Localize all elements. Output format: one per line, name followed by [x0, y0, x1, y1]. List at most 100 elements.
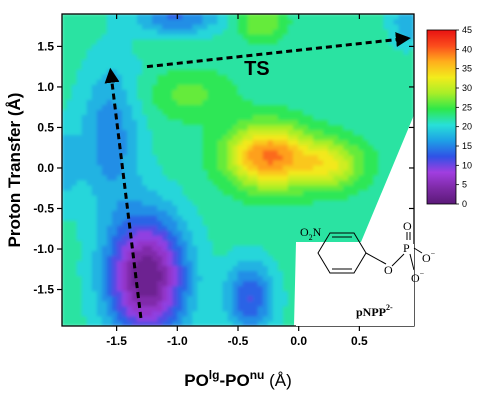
- heatmap-cell: [388, 79, 395, 85]
- heatmap-cell: [167, 23, 174, 30]
- heatmap-cell: [282, 94, 289, 100]
- heatmap-cell: [182, 184, 189, 191]
- heatmap-cell: [343, 14, 350, 20]
- heatmap-cell: [162, 245, 168, 251]
- heatmap-cell: [187, 63, 194, 70]
- heatmap-cell: [86, 14, 93, 20]
- heatmap-cell: [172, 99, 179, 105]
- heatmap-cell: [313, 53, 319, 60]
- heatmap-cell: [137, 149, 143, 156]
- heatmap-cell: [111, 119, 118, 126]
- heatmap-cell: [383, 129, 390, 136]
- heatmap-cell: [217, 300, 224, 307]
- heatmap-cell: [202, 219, 209, 226]
- heatmap-cell: [71, 38, 78, 45]
- heatmap-cell: [242, 265, 249, 272]
- heatmap-cell: [187, 275, 194, 282]
- heatmap-cell: [116, 73, 123, 80]
- heatmap-cell: [172, 139, 179, 146]
- heatmap-cell: [207, 179, 214, 186]
- heatmap-cell: [403, 48, 410, 55]
- heatmap-cell: [106, 124, 113, 131]
- heatmap-cell: [237, 23, 244, 30]
- heatmap-cell: [318, 144, 324, 151]
- heatmap-cell: [328, 219, 334, 226]
- heatmap-cell: [91, 149, 98, 156]
- heatmap-cell: [408, 38, 414, 45]
- heatmap-cell: [172, 310, 179, 317]
- heatmap-cell: [237, 209, 244, 216]
- heatmap-cell: [197, 250, 204, 256]
- heatmap-cell: [252, 229, 259, 236]
- heatmap-cell: [398, 124, 405, 131]
- heatmap-cell: [142, 209, 148, 216]
- heatmap-cell: [292, 73, 299, 80]
- heatmap-cell: [393, 119, 400, 126]
- heatmap-cell: [232, 73, 239, 80]
- heatmap-cell: [187, 240, 194, 246]
- heatmap-cell: [302, 53, 309, 60]
- heatmap-cell: [132, 315, 138, 322]
- heatmap-cell: [212, 129, 219, 136]
- heatmap-cell: [277, 129, 284, 136]
- heatmap-cell: [172, 290, 179, 297]
- heatmap-cell: [277, 204, 284, 211]
- heatmap-cell: [116, 235, 123, 241]
- heatmap-cell: [368, 119, 375, 126]
- heatmap-cell: [177, 144, 184, 151]
- heatmap-cell: [106, 184, 113, 191]
- heatmap-cell: [132, 14, 138, 20]
- heatmap-cell: [277, 144, 284, 151]
- heatmap-cell: [152, 204, 158, 211]
- heatmap-cell: [182, 250, 189, 256]
- heatmap-cell: [207, 139, 214, 146]
- heatmap-cell: [101, 245, 108, 251]
- nitro-group-label: O2N: [300, 225, 322, 242]
- heatmap-cell: [222, 104, 229, 111]
- heatmap-cell: [62, 174, 68, 181]
- heatmap-cell: [237, 28, 244, 35]
- heatmap-cell: [152, 58, 158, 65]
- heatmap-cell: [368, 104, 375, 111]
- heatmap-cell: [197, 275, 204, 282]
- atom-p: P: [403, 241, 410, 255]
- heatmap-cell: [282, 204, 289, 211]
- heatmap-cell: [167, 14, 174, 20]
- heatmap-cell: [101, 63, 108, 70]
- heatmap-cell: [111, 275, 118, 282]
- heatmap-cell: [282, 184, 289, 191]
- heatmap-cell: [172, 23, 179, 30]
- heatmap-cell: [272, 154, 279, 161]
- heatmap-cell: [147, 149, 153, 156]
- heatmap-cell: [282, 114, 289, 121]
- heatmap-cell: [232, 89, 239, 95]
- heatmap-cell: [313, 63, 319, 70]
- heatmap-cell: [152, 134, 158, 141]
- heatmap-cell: [81, 18, 88, 25]
- heatmap-cell: [277, 159, 284, 166]
- heatmap-cell: [227, 23, 234, 30]
- heatmap-cell: [162, 270, 168, 277]
- heatmap-cell: [328, 154, 334, 161]
- heatmap-cell: [348, 73, 355, 80]
- heatmap-cell: [358, 184, 365, 191]
- heatmap-cell: [207, 305, 214, 312]
- heatmap-cell: [222, 194, 229, 201]
- heatmap-cell: [333, 214, 339, 221]
- heatmap-cell: [157, 58, 163, 65]
- heatmap-cell: [202, 184, 209, 191]
- heatmap-cell: [368, 79, 375, 85]
- heatmap-cell: [383, 68, 390, 75]
- heatmap-cell: [272, 184, 279, 191]
- heatmap-cell: [167, 48, 174, 55]
- heatmap-cell: [172, 229, 179, 236]
- heatmap-cell: [207, 240, 214, 246]
- heatmap-cell: [157, 235, 163, 241]
- heatmap-cell: [192, 79, 199, 85]
- heatmap-cell: [333, 139, 339, 146]
- heatmap-cell: [297, 179, 304, 186]
- heatmap-cell: [96, 285, 103, 292]
- heatmap-cell: [106, 315, 113, 322]
- heatmap-cell: [338, 109, 344, 116]
- heatmap-cell: [272, 89, 279, 95]
